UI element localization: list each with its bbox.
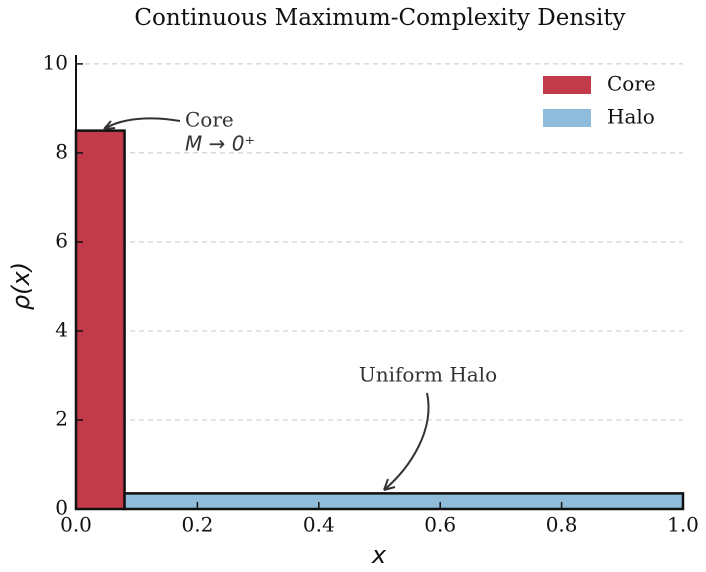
axes: 0 2 4 6 8 10 0.0 0.2 0.4 0.6 0.8 1.0 (43, 50, 699, 536)
x-tick-label: 0.8 (546, 513, 578, 537)
x-tick-label: 0.0 (60, 513, 92, 537)
marks (74, 129, 685, 511)
grid (76, 63, 683, 421)
legend-swatch (543, 76, 591, 94)
legend-label: Halo (607, 105, 655, 129)
x-axis-label: x (371, 541, 387, 569)
area (74, 129, 126, 511)
chart-title: Continuous Maximum-Complexity Density (134, 5, 625, 31)
legend: Core Halo (543, 72, 656, 129)
legend-swatch (543, 109, 591, 127)
x-tick-label: 0.2 (181, 513, 213, 537)
x-tick-label: 0.4 (303, 513, 335, 537)
annotation-arrow (103, 117, 181, 130)
x-tick-label: 1.0 (667, 513, 699, 537)
annotation-arrow (383, 392, 430, 491)
y-tick-label: 6 (55, 228, 68, 252)
arrow-head (383, 478, 396, 491)
arrow-head (103, 120, 116, 130)
y-axis-label: ρ(x) (7, 262, 35, 310)
legend-label: Core (607, 72, 656, 96)
x-tick-label: 0.6 (424, 513, 456, 537)
annotation: Uniform Halo (359, 363, 497, 387)
y-tick-label: 10 (43, 50, 68, 74)
y-tick-label: 8 (55, 139, 68, 163)
y-tick-label: 4 (55, 317, 68, 341)
annotations: Core M → 0⁺ Uniform Halo (103, 108, 497, 491)
area (123, 492, 685, 511)
y-tick-label: 2 (55, 406, 68, 430)
annotation: M → 0⁺ (185, 132, 255, 156)
annotation: Core (185, 108, 234, 132)
y-tick-label: 0 (55, 496, 68, 520)
